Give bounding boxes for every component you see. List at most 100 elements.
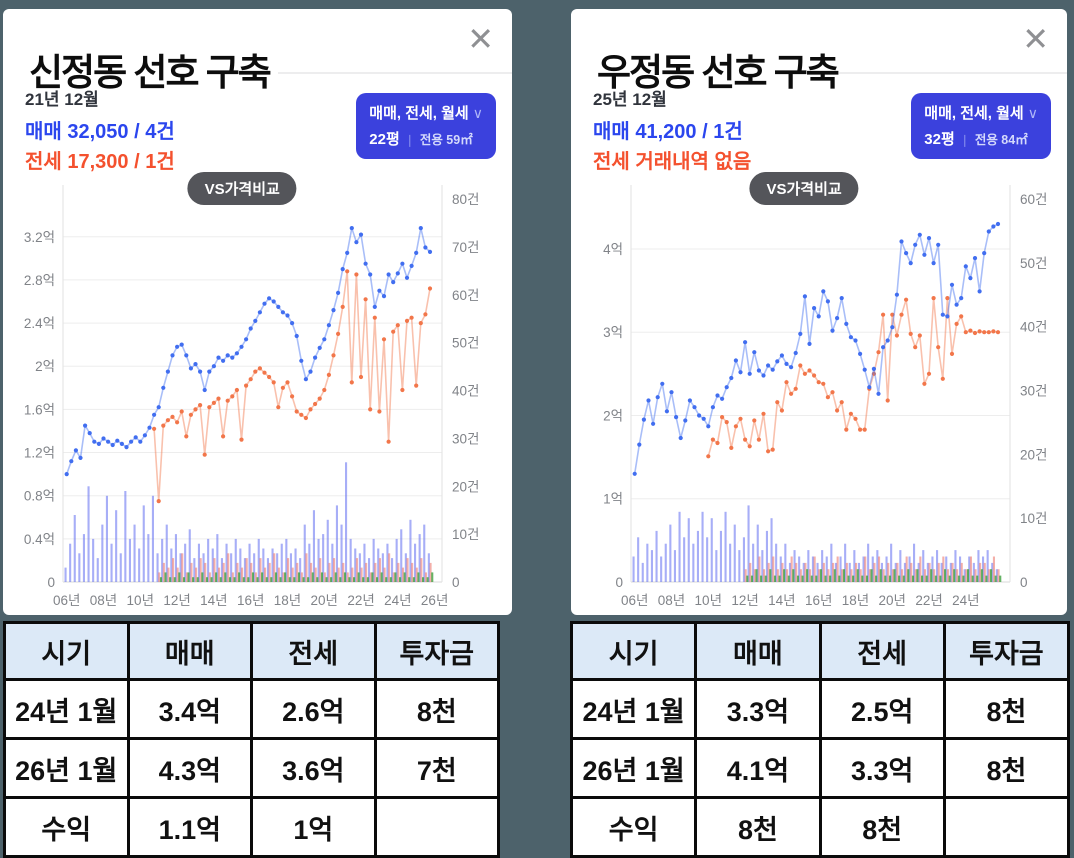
table-header-row: 시기 매매 전세 투자금: [3, 621, 500, 681]
svg-text:70건: 70건: [452, 240, 479, 255]
dropdown-selected-types: 매매, 전세, 월세 ∨: [924, 105, 1038, 122]
table-cell: 3.3억: [818, 737, 946, 799]
svg-text:20건: 20건: [1020, 447, 1047, 462]
table-cell: [942, 796, 1071, 858]
investment-summary-table-right: 시기 매매 전세 투자금 24년 1월 3.3억 2.5억 8천 26년 1월 4.1억 3.3억 8…: [569, 621, 1071, 858]
page-title: 우정동 선호 구축: [597, 51, 840, 93]
investment-summary-table-left: 시기 매매 전세 투자금 24년 1월 3.4억 2.6억 8천 26년 1월 4.3억 3.6억 7…: [3, 621, 500, 858]
table-row: 수익 1.1억 1억: [3, 796, 500, 858]
svg-text:12년: 12년: [731, 593, 758, 608]
table-row: 24년 1월 3.3억 2.5억 8천: [569, 678, 1071, 740]
svg-text:1.2억: 1.2억: [24, 446, 55, 461]
table-cell: 24년 1월: [3, 678, 130, 740]
svg-text:1.6억: 1.6억: [24, 402, 55, 417]
table-cell: [373, 796, 500, 858]
price-compare-panel-left: 신정동 선호 구축 ✕ 21년 12월 매매 32,050 / 4건 전세 17…: [3, 9, 512, 615]
table-header-cell: 시기: [3, 621, 130, 681]
sale-price-text: 매매 41,200 / 1건: [593, 121, 743, 143]
table-cell: 8천: [694, 796, 822, 858]
summary-block: 21년 12월 매매 32,050 / 4건 전세 17,300 / 1건: [25, 85, 175, 177]
svg-text:24년: 24년: [384, 593, 411, 608]
date-label: 21년 12월: [25, 90, 99, 109]
svg-text:60건: 60건: [1020, 192, 1047, 207]
table-cell: 3.4억: [126, 678, 253, 740]
vs-price-compare-button[interactable]: VS가격비교: [187, 172, 297, 205]
svg-text:80건: 80건: [452, 192, 479, 207]
svg-text:50건: 50건: [452, 336, 479, 351]
svg-text:22년: 22년: [347, 593, 374, 608]
separator: ❘: [404, 133, 415, 147]
svg-text:0: 0: [1020, 575, 1028, 590]
table-cell: 2.6억: [250, 678, 377, 740]
svg-text:20년: 20년: [879, 593, 906, 608]
close-icon[interactable]: ✕: [467, 21, 494, 57]
table-cell: 수익: [569, 796, 698, 858]
dropdown-size-row: 32평 ❘ 전용 84㎡: [924, 128, 1038, 149]
table-row: 26년 1월 4.1억 3.3억 8천: [569, 737, 1071, 799]
chevron-down-icon: ∨: [472, 105, 483, 121]
page-title: 신정동 선호 구축: [29, 51, 272, 93]
table-header-cell: 투자금: [942, 621, 1071, 681]
pyeong-label: 22평: [369, 131, 400, 148]
svg-text:10건: 10건: [1020, 511, 1047, 526]
date-label: 25년 12월: [593, 90, 667, 109]
svg-text:24년: 24년: [952, 593, 979, 608]
table-cell: 8천: [942, 737, 1071, 799]
table-cell: 1억: [250, 796, 377, 858]
svg-text:1억: 1억: [603, 492, 623, 507]
svg-text:20건: 20건: [452, 479, 479, 494]
table-cell: 8천: [942, 678, 1071, 740]
table-row: 26년 1월 4.3억 3.6억 7천: [3, 737, 500, 799]
table-row: 수익 8천 8천: [569, 796, 1071, 858]
table-cell: 2.5억: [818, 678, 946, 740]
table-header-cell: 매매: [126, 621, 253, 681]
svg-text:06년: 06년: [621, 593, 648, 608]
close-icon[interactable]: ✕: [1022, 21, 1049, 57]
jeonse-price-text: 전세 거래내역 없음: [593, 151, 752, 173]
svg-text:10년: 10년: [127, 593, 154, 608]
svg-text:2억: 2억: [35, 359, 55, 374]
summary-block: 25년 12월 매매 41,200 / 1건 전세 거래내역 없음: [593, 85, 751, 177]
table-cell: 7천: [373, 737, 500, 799]
svg-text:30건: 30건: [452, 431, 479, 446]
table-cell: 수익: [3, 796, 130, 858]
table-cell: 24년 1월: [569, 678, 698, 740]
table-cell: 26년 1월: [3, 737, 130, 799]
svg-text:18년: 18년: [274, 593, 301, 608]
price-compare-panel-right: 우정동 선호 구축 ✕ 25년 12월 매매 41,200 / 1건 전세 거래…: [571, 9, 1067, 615]
header-divider: [838, 72, 1067, 74]
table-header-cell: 매매: [694, 621, 822, 681]
vs-price-compare-button[interactable]: VS가격비교: [749, 172, 859, 205]
table-cell: 26년 1월: [569, 737, 698, 799]
table-cell: 1.1억: [126, 796, 253, 858]
separator: ❘: [959, 133, 970, 147]
table-cell: 3.3억: [694, 678, 822, 740]
svg-text:0: 0: [615, 575, 623, 590]
filter-dropdown[interactable]: 매매, 전세, 월세 ∨ 22평 ❘ 전용 59㎡: [356, 93, 496, 159]
table-cell: 4.3억: [126, 737, 253, 799]
svg-text:40건: 40건: [1020, 320, 1047, 335]
svg-text:06년: 06년: [53, 593, 80, 608]
svg-text:2.4억: 2.4억: [24, 316, 55, 331]
svg-text:10년: 10년: [695, 593, 722, 608]
svg-text:12년: 12년: [163, 593, 190, 608]
table-header-cell: 투자금: [373, 621, 500, 681]
svg-text:08년: 08년: [658, 593, 685, 608]
svg-text:3억: 3억: [603, 325, 623, 340]
table-cell: 4.1억: [694, 737, 822, 799]
svg-text:4억: 4억: [603, 242, 623, 257]
table-cell: 8천: [373, 678, 500, 740]
svg-text:20년: 20년: [311, 593, 338, 608]
svg-text:22년: 22년: [915, 593, 942, 608]
price-volume-chart: 4억 3억 2억 1억 0 60건 50건 40건 30건 20건 10건 0 06년 08년 10년 12년…: [603, 185, 1047, 608]
chevron-down-icon: ∨: [1027, 105, 1038, 121]
table-header-cell: 전세: [818, 621, 946, 681]
svg-text:40건: 40건: [452, 384, 479, 399]
filter-dropdown[interactable]: 매매, 전세, 월세 ∨ 32평 ❘ 전용 84㎡: [911, 93, 1051, 159]
table-header-row: 시기 매매 전세 투자금: [569, 621, 1071, 681]
svg-text:14년: 14년: [200, 593, 227, 608]
table-row: 24년 1월 3.4억 2.6억 8천: [3, 678, 500, 740]
pyeong-label: 32평: [924, 131, 955, 148]
svg-text:50건: 50건: [1020, 256, 1047, 271]
